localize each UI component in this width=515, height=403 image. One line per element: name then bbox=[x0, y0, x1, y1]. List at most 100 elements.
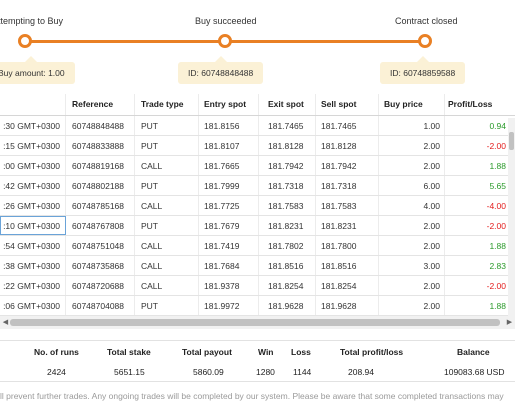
horizontal-scrollbar-thumb[interactable] bbox=[10, 319, 500, 326]
cell-entry-spot: 181.7725 bbox=[199, 196, 259, 215]
cell-sell-spot: 181.7800 bbox=[316, 236, 379, 255]
summary-header-payout: Total payout bbox=[182, 347, 232, 357]
cell-trade-type: CALL bbox=[135, 196, 199, 215]
cell-trade-type: PUT bbox=[135, 296, 199, 315]
summary-header-loss: Loss bbox=[291, 347, 311, 357]
step-label-attempting: Attempting to Buy bbox=[0, 16, 64, 26]
cell-entry-spot: 181.8156 bbox=[199, 116, 259, 135]
cell-profit-loss: 1.88 bbox=[489, 241, 506, 251]
table-row[interactable]: :22 GMT+0300 60748720688 CALL 181.9378 181.8… bbox=[0, 276, 515, 296]
cell-entry-spot: 181.8107 bbox=[199, 136, 259, 155]
cell-trade-type: PUT bbox=[135, 216, 199, 235]
cell-sell-spot: 181.8254 bbox=[316, 276, 379, 295]
cell-sell-spot: 181.7942 bbox=[316, 156, 379, 175]
cell-exit-spot: 181.7942 bbox=[259, 156, 316, 175]
table-row[interactable]: :30 GMT+0300 60748848488 PUT 181.8156 181.74… bbox=[0, 116, 515, 136]
table-row[interactable]: :10 GMT+0300 60748767808 PUT 181.7679 181.82… bbox=[0, 216, 515, 236]
summary-loss-value: 1144 bbox=[293, 367, 312, 377]
cell-exit-spot: 181.8254 bbox=[259, 276, 316, 295]
step-info-buy-amount: Buy amount: 1.00 bbox=[0, 56, 75, 84]
table-row[interactable]: :42 GMT+0300 60748802188 PUT 181.7999 181.73… bbox=[0, 176, 515, 196]
step-label-buy-succeeded: Buy succeeded bbox=[195, 16, 257, 26]
column-header-reference: Reference bbox=[66, 94, 135, 115]
cell-profit-loss: 1.88 bbox=[489, 301, 506, 311]
cell-exit-spot: 181.7318 bbox=[259, 176, 316, 195]
summary-profit-value: 208.94 bbox=[348, 367, 374, 377]
column-header-profit-loss: Profit/Loss bbox=[448, 99, 493, 109]
cell-buy-price: 6.00 bbox=[379, 176, 445, 195]
summary-header-runs: No. of runs bbox=[34, 347, 79, 357]
cell-profit-loss: -2.00 bbox=[486, 141, 506, 151]
table-row[interactable]: :00 GMT+0300 60748819168 CALL 181.7665 181.7… bbox=[0, 156, 515, 176]
step-dot-buy-succeeded bbox=[218, 34, 232, 48]
summary-header-win: Win bbox=[258, 347, 274, 357]
cell-buy-price: 2.00 bbox=[379, 216, 445, 235]
step-dot-attempting bbox=[18, 34, 32, 48]
cell-exit-spot: 181.8128 bbox=[259, 136, 316, 155]
cell-sell-spot: 181.8516 bbox=[316, 256, 379, 275]
table-row[interactable]: :06 GMT+0300 60748704088 PUT 181.9972 181.96… bbox=[0, 296, 515, 316]
step-info-buy-id: ID: 60748848488 bbox=[178, 56, 264, 84]
cell-buy-price: 1.00 bbox=[379, 116, 445, 135]
cell-time: :10 GMT+0300 bbox=[0, 216, 66, 235]
cell-reference: 60748767808 bbox=[66, 216, 135, 235]
table-row[interactable]: :54 GMT+0300 60748751048 CALL 181.7419 181.7… bbox=[0, 236, 515, 256]
cell-trade-type: CALL bbox=[135, 156, 199, 175]
scroll-left-arrow-icon[interactable]: ◀ bbox=[2, 319, 9, 326]
cell-reference: 60748848488 bbox=[66, 116, 135, 135]
table-row[interactable]: :15 GMT+0300 60748833888 PUT 181.8107 181.81… bbox=[0, 136, 515, 156]
column-header-sell-spot: Sell spot bbox=[316, 94, 379, 115]
cell-buy-price: 4.00 bbox=[379, 196, 445, 215]
cell-time: :26 GMT+0300 bbox=[0, 196, 66, 215]
cell-profit-loss: 1.88 bbox=[489, 161, 506, 171]
cell-reference: 60748704088 bbox=[66, 296, 135, 315]
cell-buy-price: 2.00 bbox=[379, 276, 445, 295]
table-horizontal-scrollbar[interactable]: ◀ ▶ bbox=[0, 316, 515, 329]
summary-payout-value: 5860.09 bbox=[193, 367, 224, 377]
cell-time: :22 GMT+0300 bbox=[0, 276, 66, 295]
cell-exit-spot: 181.8231 bbox=[259, 216, 316, 235]
cell-trade-type: PUT bbox=[135, 116, 199, 135]
summary-stake-value: 5651.15 bbox=[114, 367, 145, 377]
cell-profit-loss: -4.00 bbox=[486, 201, 506, 211]
cell-time: :38 GMT+0300 bbox=[0, 256, 66, 275]
cell-reference: 60748833888 bbox=[66, 136, 135, 155]
cell-sell-spot: 181.8128 bbox=[316, 136, 379, 155]
table-row[interactable]: :38 GMT+0300 60748735868 CALL 181.7684 181.8… bbox=[0, 256, 515, 276]
column-header-buy-price: Buy price bbox=[379, 94, 445, 115]
scroll-right-arrow-icon[interactable]: ▶ bbox=[506, 319, 513, 326]
cell-reference: 60748720688 bbox=[66, 276, 135, 295]
cell-entry-spot: 181.7999 bbox=[199, 176, 259, 195]
cell-profit-loss: -2.00 bbox=[486, 221, 506, 231]
table-header-row: Reference Trade type Entry spot Exit spo… bbox=[0, 94, 515, 116]
summary-runs-value: 2424 bbox=[47, 367, 66, 377]
table-vertical-scrollbar[interactable] bbox=[508, 118, 515, 316]
table-row[interactable]: :26 GMT+0300 60748785168 CALL 181.7725 181.7… bbox=[0, 196, 515, 216]
summary-header-stake: Total stake bbox=[107, 347, 151, 357]
cell-entry-spot: 181.7419 bbox=[199, 236, 259, 255]
cell-profit-loss: -2.00 bbox=[486, 281, 506, 291]
step-info-contract-id: ID: 60748859588 bbox=[380, 56, 466, 84]
cell-sell-spot: 181.8231 bbox=[316, 216, 379, 235]
stop-notice-text: ll prevent further trades. Any ongoing t… bbox=[0, 391, 504, 401]
cell-exit-spot: 181.7465 bbox=[259, 116, 316, 135]
cell-entry-spot: 181.9972 bbox=[199, 296, 259, 315]
progress-stepper: Attempting to Buy Buy amount: 1.00 Buy s… bbox=[0, 0, 515, 92]
cell-time: :42 GMT+0300 bbox=[0, 176, 66, 195]
cell-buy-price: 2.00 bbox=[379, 136, 445, 155]
column-header-time bbox=[0, 94, 66, 115]
cell-sell-spot: 181.7583 bbox=[316, 196, 379, 215]
column-header-entry-spot: Entry spot bbox=[199, 94, 259, 115]
cell-sell-spot: 181.9628 bbox=[316, 296, 379, 315]
cell-trade-type: CALL bbox=[135, 276, 199, 295]
cell-trade-type: PUT bbox=[135, 176, 199, 195]
transactions-table: Reference Trade type Entry spot Exit spo… bbox=[0, 94, 515, 316]
cell-time: :30 GMT+0300 bbox=[0, 116, 66, 135]
vertical-scrollbar-thumb[interactable] bbox=[509, 132, 514, 150]
cell-trade-type: CALL bbox=[135, 236, 199, 255]
summary-win-value: 1280 bbox=[256, 367, 275, 377]
cell-entry-spot: 181.7684 bbox=[199, 256, 259, 275]
cell-exit-spot: 181.7802 bbox=[259, 236, 316, 255]
cell-buy-price: 3.00 bbox=[379, 256, 445, 275]
cell-reference: 60748785168 bbox=[66, 196, 135, 215]
